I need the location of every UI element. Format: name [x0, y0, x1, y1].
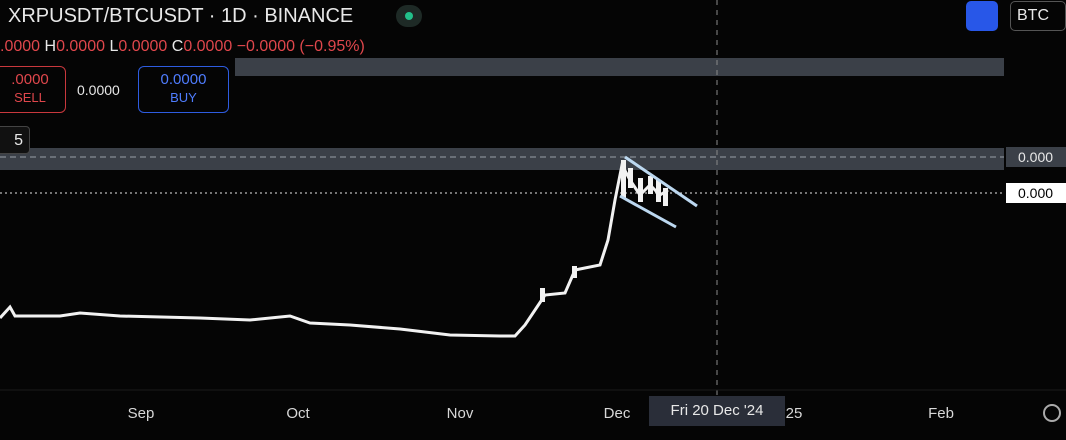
sell-label: SELL [14, 90, 46, 105]
buy-button[interactable]: 0.0000 BUY [138, 66, 229, 113]
change: −0.0000 (−0.95%) [236, 38, 365, 55]
flag-line [624, 155, 698, 208]
crosshair-label: Fri 20 Dec '24 [649, 396, 785, 426]
sell-button[interactable]: .0000 SELL [0, 66, 66, 113]
price-trace [0, 160, 669, 338]
time-label: Nov [446, 405, 474, 422]
price-label: 0.000 [1006, 183, 1066, 203]
buy-label: BUY [170, 90, 197, 105]
flag-line [619, 194, 677, 229]
spread: 0.0000 [77, 82, 120, 98]
low-label: L [109, 38, 119, 55]
close-label: C [171, 38, 184, 55]
indicator-toggle[interactable]: 5 [0, 126, 30, 154]
time-label: Feb [928, 405, 954, 422]
high-label: H [44, 38, 57, 55]
price-label: 0.000 [1006, 147, 1066, 167]
ohlc: .0000 H0.0000 L0.0000 C0.0000 −0.0000 (−… [0, 38, 365, 56]
time-label: Sep [127, 405, 155, 422]
buy-price: 0.0000 [160, 71, 207, 88]
time-label: Dec [603, 405, 631, 422]
status [396, 5, 422, 27]
candles [540, 160, 668, 302]
sell-price: .0000 [11, 71, 49, 88]
time-label: Oct [286, 405, 310, 422]
zone [235, 58, 1004, 76]
high: 0.0000 [56, 38, 105, 55]
zone [0, 148, 1004, 170]
symbol: XRPUSDT/BTCUSDT · 1D · BINANCE [8, 5, 354, 27]
compare-button[interactable] [966, 1, 998, 31]
time-label: 25 [785, 405, 803, 422]
close: 0.0000 [183, 38, 233, 55]
currency-button[interactable]: BTC [1010, 1, 1066, 31]
low: 0.0000 [118, 38, 168, 55]
open: .0000 [0, 38, 41, 55]
settings-icon[interactable] [1043, 404, 1061, 422]
